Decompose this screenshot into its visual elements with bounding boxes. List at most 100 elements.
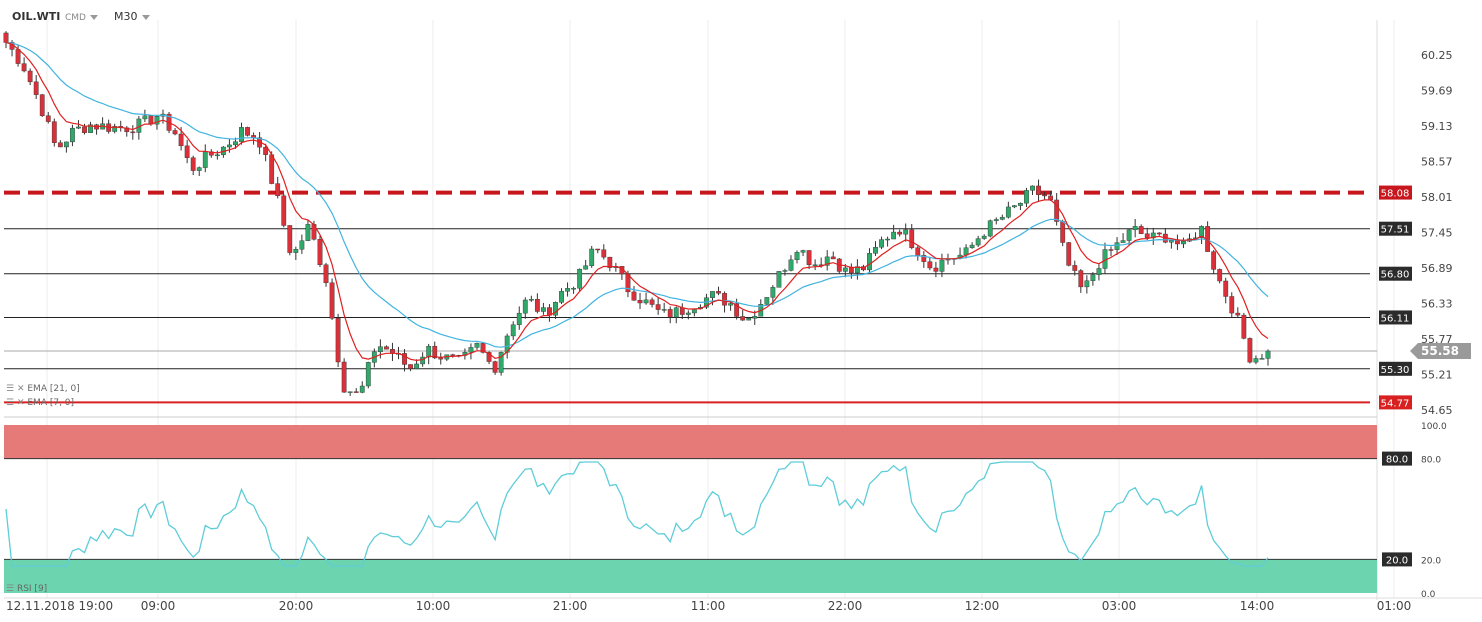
candle: [643, 292, 649, 305]
candle-body: [867, 253, 872, 271]
x-tick-label: 22:00: [828, 599, 863, 613]
candle-body: [426, 345, 432, 358]
candle-body: [746, 318, 752, 321]
rsi-oversold-band: [4, 559, 1377, 593]
close-icon[interactable]: ✕: [16, 398, 25, 408]
x-tick-label: 01:00: [1377, 599, 1412, 613]
candle: [70, 124, 75, 147]
candle: [1126, 229, 1132, 246]
close-icon[interactable]: ✕: [16, 384, 25, 394]
candle: [510, 321, 516, 340]
candle: [94, 123, 99, 135]
candle-body: [969, 244, 975, 248]
candle: [589, 245, 595, 268]
candle: [492, 360, 498, 375]
candle: [547, 304, 552, 322]
candle: [3, 31, 9, 49]
candle: [377, 339, 383, 359]
candle: [607, 256, 613, 272]
candle-body: [939, 259, 945, 272]
candle: [746, 317, 752, 321]
candle: [516, 306, 522, 330]
rsi-level-tag-label: 20.0: [1386, 555, 1408, 566]
indicator-ema7[interactable]: ☰ ✕ EMA [7, 0]: [6, 398, 74, 408]
candle-body: [498, 352, 504, 373]
candle-body: [1120, 240, 1126, 243]
candle-body: [263, 146, 269, 155]
indicator-rsi[interactable]: ☰ RSI [9]: [6, 584, 47, 594]
level-tag: [1379, 310, 1412, 325]
candle: [927, 257, 933, 271]
candle-body: [202, 151, 208, 168]
candle-body: [1144, 233, 1150, 239]
candle-body: [516, 312, 522, 325]
candle: [915, 245, 921, 261]
candle-body: [305, 224, 311, 241]
candle: [854, 259, 860, 280]
market-label: CMD: [65, 13, 86, 23]
level-tag: [1379, 361, 1412, 376]
rsi-y-tick-label: 0.0: [1421, 590, 1436, 600]
candle: [824, 250, 830, 271]
ema7-line: [5, 41, 1269, 362]
settings-icon[interactable]: ☰: [6, 398, 15, 408]
candle-body: [1018, 202, 1023, 206]
rsi-y-tick-label: 20.0: [1421, 556, 1441, 566]
candle: [1247, 337, 1253, 364]
candle: [830, 251, 836, 260]
candle: [341, 358, 347, 393]
indicator-rsi-label: RSI [9]: [16, 584, 48, 594]
rsi-y-tick-label: 100.0: [1421, 422, 1447, 432]
timeframe-selector[interactable]: M30: [114, 10, 150, 23]
rsi-level-tag: [1382, 451, 1412, 466]
candle: [329, 278, 335, 320]
candle: [82, 123, 87, 135]
candle: [897, 229, 903, 237]
candle-body: [347, 391, 353, 393]
candle: [45, 112, 51, 124]
candle-body: [402, 353, 407, 365]
candle-body: [208, 151, 214, 156]
candle: [39, 93, 45, 117]
settings-icon[interactable]: ☰: [6, 584, 15, 594]
candle: [1217, 268, 1223, 284]
candle: [631, 286, 637, 301]
candle-body: [414, 363, 420, 369]
market-selector[interactable]: CMD: [65, 10, 98, 23]
candle-body: [601, 249, 607, 258]
candle: [335, 313, 341, 368]
candle: [1241, 312, 1247, 340]
candle: [728, 301, 733, 311]
indicator-ema21[interactable]: ☰ ✕ EMA [21, 0]: [6, 384, 80, 394]
candle-body: [1005, 206, 1011, 218]
candle: [1265, 349, 1271, 366]
candle: [764, 297, 770, 306]
candle: [51, 118, 57, 147]
candle-body: [806, 250, 812, 265]
candle-body: [1229, 296, 1235, 314]
candle: [812, 259, 818, 271]
candle-body: [227, 144, 232, 148]
candle: [1150, 227, 1156, 245]
indicator-ema21-label: EMA [21, 0]: [27, 384, 80, 394]
y-tick-label: 54.65: [1421, 404, 1453, 417]
candle: [438, 352, 444, 365]
candle-body: [39, 94, 45, 116]
settings-icon[interactable]: ☰: [6, 384, 15, 394]
candle: [1162, 227, 1168, 244]
candle: [873, 241, 878, 256]
level-tag: [1379, 221, 1412, 236]
candle-body: [154, 116, 160, 125]
candle-body: [631, 291, 637, 301]
candle-body: [800, 250, 806, 253]
candle-body: [565, 288, 570, 292]
candle: [522, 297, 528, 319]
candle-body: [595, 248, 601, 251]
y-tick-label: 56.89: [1421, 262, 1453, 275]
candle-body: [522, 299, 528, 314]
candle-body: [842, 267, 848, 272]
candle-body: [794, 252, 800, 261]
rsi-overbought-band: [4, 425, 1377, 459]
current-price-tag: [1410, 343, 1471, 360]
